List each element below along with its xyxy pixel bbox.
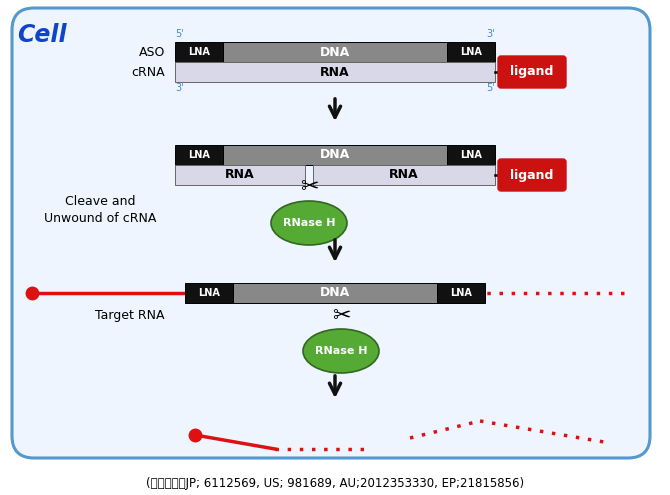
Text: LNA: LNA	[450, 288, 472, 298]
FancyBboxPatch shape	[223, 145, 447, 165]
Text: DNA: DNA	[320, 148, 350, 161]
Text: Cell: Cell	[17, 23, 67, 47]
Text: 3': 3'	[486, 29, 495, 39]
Text: Cleave and
Unwound of cRNA: Cleave and Unwound of cRNA	[44, 195, 156, 225]
Text: cRNA: cRNA	[131, 65, 165, 79]
Text: Target RNA: Target RNA	[95, 308, 165, 321]
Ellipse shape	[303, 329, 379, 373]
Text: LNA: LNA	[460, 150, 482, 160]
Text: RNA: RNA	[225, 168, 255, 182]
Text: LNA: LNA	[198, 288, 220, 298]
Text: DNA: DNA	[320, 287, 350, 299]
Text: RNA: RNA	[389, 168, 419, 182]
FancyBboxPatch shape	[185, 283, 233, 303]
FancyBboxPatch shape	[175, 165, 305, 185]
Text: (特許登録　JP; 6112569, US; 981689, AU;2012353330, EP;21815856): (特許登録 JP; 6112569, US; 981689, AU;201235…	[146, 477, 524, 490]
Text: 5': 5'	[175, 29, 184, 39]
Text: ✂: ✂	[299, 177, 318, 197]
Text: 5': 5'	[486, 83, 495, 93]
Text: ✂: ✂	[332, 306, 350, 326]
FancyBboxPatch shape	[175, 145, 223, 165]
Text: DNA: DNA	[320, 46, 350, 58]
FancyBboxPatch shape	[437, 283, 485, 303]
Text: LNA: LNA	[460, 47, 482, 57]
Text: RNA: RNA	[320, 65, 350, 79]
Ellipse shape	[271, 201, 347, 245]
FancyBboxPatch shape	[12, 8, 650, 458]
FancyBboxPatch shape	[447, 145, 495, 165]
FancyBboxPatch shape	[498, 56, 566, 88]
Text: RNase H: RNase H	[283, 218, 335, 228]
FancyBboxPatch shape	[175, 42, 223, 62]
FancyBboxPatch shape	[175, 62, 495, 82]
Text: ligand: ligand	[511, 168, 553, 182]
FancyBboxPatch shape	[498, 159, 566, 191]
Text: 3': 3'	[175, 83, 184, 93]
Text: LNA: LNA	[188, 47, 210, 57]
FancyBboxPatch shape	[233, 283, 437, 303]
FancyBboxPatch shape	[313, 165, 495, 185]
FancyBboxPatch shape	[447, 42, 495, 62]
Text: RNase H: RNase H	[315, 346, 367, 356]
Text: ASO: ASO	[139, 46, 165, 58]
Text: ligand: ligand	[511, 65, 553, 79]
Text: LNA: LNA	[188, 150, 210, 160]
FancyBboxPatch shape	[223, 42, 447, 62]
